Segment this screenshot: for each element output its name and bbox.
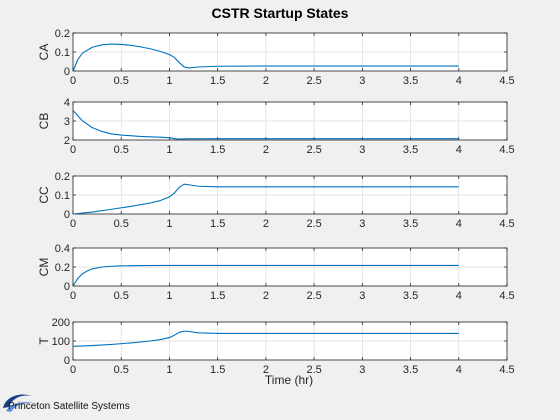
y-axis-label-cm: CM <box>37 258 51 277</box>
x-tick-label: 3.5 <box>403 144 418 156</box>
x-tick-label: 1.5 <box>210 75 225 87</box>
x-tick-label: 0 <box>70 218 76 230</box>
y-tick-label: 0.2 <box>55 262 70 274</box>
y-tick-label: 0 <box>64 66 70 78</box>
x-tick-label: 2.5 <box>306 75 321 87</box>
x-tick-label: 0.5 <box>114 144 129 156</box>
x-tick-label: 0.5 <box>114 290 129 302</box>
x-tick-label: 3 <box>359 364 365 376</box>
y-tick-label: 0 <box>64 281 70 293</box>
subplots: 0 0.5 1 1.5 2 2.5 3 3.5 4 4.5 0 0.1 0.2 CA 0 0.5 1 1.5 2 2.… <box>37 28 515 376</box>
series-line-cb <box>72 110 459 140</box>
y-axis-label-ca: CA <box>37 44 51 61</box>
x-tick-label: 0 <box>70 364 76 376</box>
x-tick-label: 4.5 <box>499 218 514 230</box>
x-tick-label: 1 <box>166 364 172 376</box>
y-tick-label: 3 <box>64 116 70 128</box>
y-axis-label-cb: CB <box>37 113 51 130</box>
y-tick-label: 2 <box>64 135 70 147</box>
satellite-swoosh-icon <box>3 394 34 412</box>
y-tick-label: 100 <box>52 336 70 348</box>
y-tick-label: 0.4 <box>55 243 70 255</box>
x-tick-label: 1 <box>166 144 172 156</box>
x-tick-label: 1.5 <box>210 290 225 302</box>
x-tick-label: 3 <box>359 218 365 230</box>
x-tick-label: 4 <box>456 144 462 156</box>
company-logo: Princeton Satellite Systems <box>3 394 130 412</box>
series-line-cm <box>72 264 459 287</box>
x-tick-label: 1.5 <box>210 364 225 376</box>
x-tick-label: 2.5 <box>306 218 321 230</box>
x-tick-label: 3 <box>359 290 365 302</box>
y-tick-label: 0.1 <box>55 47 70 59</box>
x-tick-label: 2 <box>263 75 269 87</box>
x-tick-label: 2 <box>263 144 269 156</box>
x-tick-label: 0.5 <box>114 364 129 376</box>
x-tick-label: 3.5 <box>403 75 418 87</box>
subplot-ca: 0 0.5 1 1.5 2 2.5 3 3.5 4 4.5 0 0.1 0.2 CA <box>37 28 515 87</box>
subplot-cm: 0 0.5 1 1.5 2 2.5 3 3.5 4 4.5 0 0.2 0.4 CM <box>37 243 515 302</box>
x-tick-label: 2.5 <box>306 290 321 302</box>
x-tick-label: 4 <box>456 364 462 376</box>
x-tick-label: 2.5 <box>306 144 321 156</box>
y-tick-label: 4 <box>64 97 70 109</box>
x-tick-label: 0.5 <box>114 75 129 87</box>
y-axis-label-t: T <box>37 337 51 345</box>
y-tick-label: 200 <box>52 317 70 329</box>
x-tick-label: 2 <box>263 290 269 302</box>
series-line-ca <box>72 43 459 72</box>
x-tick-label: 3.5 <box>403 364 418 376</box>
x-tick-label: 0.5 <box>114 218 129 230</box>
y-tick-label: 0.2 <box>55 171 70 183</box>
x-tick-label: 1 <box>166 218 172 230</box>
x-tick-label: 4 <box>456 218 462 230</box>
x-tick-label: 3 <box>359 75 365 87</box>
x-tick-label: 1.5 <box>210 218 225 230</box>
x-axis-label: Time (hr) <box>265 373 313 387</box>
logo-text: Princeton Satellite Systems <box>8 401 130 412</box>
x-tick-label: 3.5 <box>403 290 418 302</box>
x-tick-label: 3.5 <box>403 218 418 230</box>
series-line-t <box>72 330 459 347</box>
x-tick-label: 1 <box>166 290 172 302</box>
x-tick-label: 0 <box>70 290 76 302</box>
subplot-cc: 0 0.5 1 1.5 2 2.5 3 3.5 4 4.5 0 0.1 0.2 CC <box>37 171 515 230</box>
x-tick-label: 1.5 <box>210 144 225 156</box>
x-tick-label: 4 <box>456 75 462 87</box>
x-tick-label: 2 <box>263 218 269 230</box>
y-axis-label-cc: CC <box>37 186 51 204</box>
y-tick-label: 0 <box>64 209 70 221</box>
y-tick-label: 0.2 <box>55 28 70 40</box>
x-tick-label: 4.5 <box>499 290 514 302</box>
x-tick-label: 4.5 <box>499 75 514 87</box>
x-tick-label: 4.5 <box>499 364 514 376</box>
x-tick-label: 1 <box>166 75 172 87</box>
x-tick-label: 2 <box>263 364 269 376</box>
y-tick-label: 0.1 <box>55 190 70 202</box>
x-tick-label: 4.5 <box>499 144 514 156</box>
x-tick-label: 0 <box>70 75 76 87</box>
series-line-cc <box>72 183 459 215</box>
x-tick-label: 0 <box>70 144 76 156</box>
y-tick-label: 0 <box>64 355 70 367</box>
x-tick-label: 3 <box>359 144 365 156</box>
x-tick-label: 2.5 <box>306 364 321 376</box>
x-tick-label: 4 <box>456 290 462 302</box>
chart-title: CSTR Startup States <box>212 5 349 21</box>
subplot-cb: 0 0.5 1 1.5 2 2.5 3 3.5 4 4.5 2 3 4 CB <box>37 97 515 156</box>
